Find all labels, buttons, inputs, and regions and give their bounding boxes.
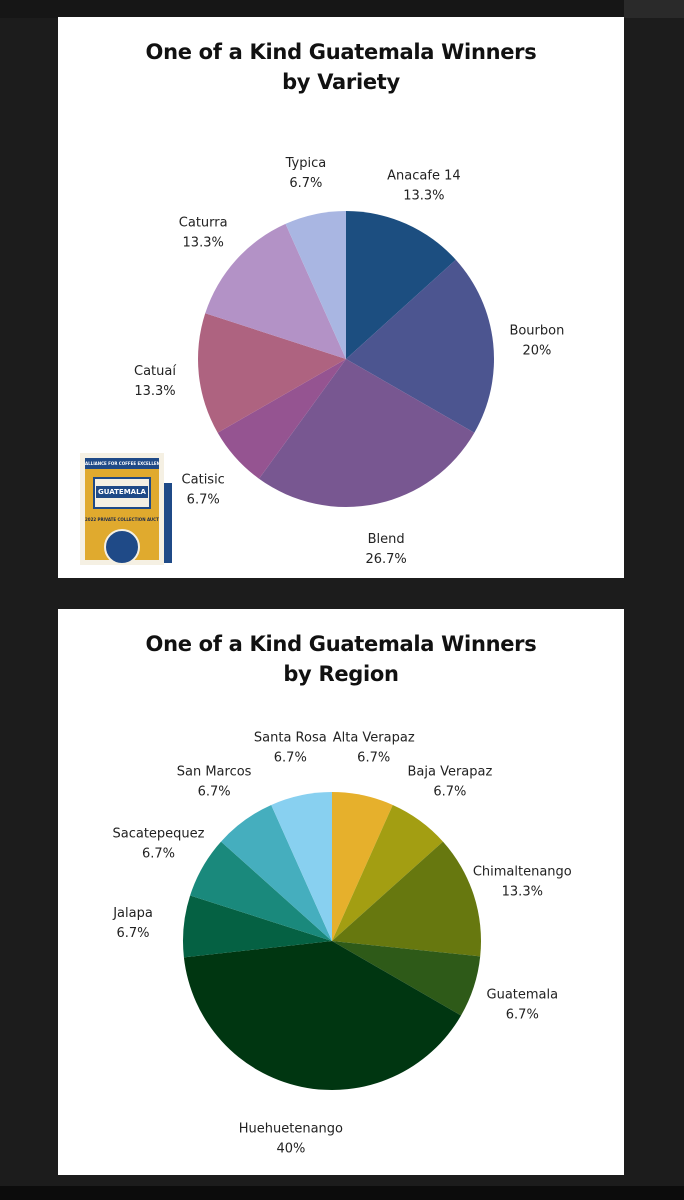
variety-label-bourbon: Bourbon 20% [509, 324, 564, 359]
region-chart-card: One of a Kind Guatemala Winners by Regio… [58, 609, 624, 1175]
variety-slice-typica [285, 211, 346, 359]
region-label-jalapa: Jalapa 6.7% [112, 906, 153, 941]
region-pie-chart: Alta Verapaz 6.7%Baja Verapaz 6.7% Chimalte… [112, 730, 572, 1157]
logo-wordmark: GUATEMALA [96, 486, 148, 498]
variety-label-anacafe-14: Anacafe 14 13.3% [387, 169, 460, 204]
variety-label-caturra: Caturra 13.3% [179, 216, 228, 251]
variety-label-catua-: Catuaí 13.3% [134, 364, 176, 399]
region-slice-guatemala [332, 941, 481, 1016]
region-slice-chimaltenango [332, 841, 481, 957]
top-bar-tab [624, 0, 684, 18]
variety-slice-catua- [197, 313, 346, 433]
region-slice-sacatepequez [190, 841, 332, 941]
region-slice-san-marcos [221, 804, 332, 941]
variety-slice-blend [259, 359, 475, 507]
variety-slice-bourbon [346, 259, 495, 433]
variety-label-typica: Typica 6.7% [285, 156, 327, 191]
region-title-line-1: One of a Kind Guatemala Winners [145, 632, 537, 656]
region-slice-alta-verapaz [332, 792, 393, 941]
variety-label-blend: Blend 26.7% [365, 532, 406, 567]
logo-seal [104, 529, 140, 565]
bottom-bar [0, 1186, 684, 1200]
region-label-sacatepequez: Sacatepequez 6.7% [113, 827, 205, 862]
variety-title-line-2: by Variety [282, 70, 400, 94]
variety-slice-anacafe-14 [346, 210, 456, 359]
variety-slice-catisic [217, 359, 346, 479]
region-label-huehuetenango: Huehuetenango 40% [239, 1122, 343, 1157]
region-label-chimaltenango: Chimaltenango 13.3% [473, 864, 572, 899]
region-slice-jalapa [183, 895, 332, 958]
logo-subtext: 2022 PRIVATE COLLECTION AUCTION [85, 517, 159, 522]
region-label-baja-verapaz: Baja Verapaz 6.7% [407, 764, 492, 799]
variety-chart-title: One of a Kind Guatemala Winners by Varie… [58, 37, 624, 97]
top-bar [0, 0, 684, 18]
region-slice-baja-verapaz [332, 804, 443, 941]
region-chart-title: One of a Kind Guatemala Winners by Regio… [58, 629, 624, 689]
region-label-guatemala: Guatemala 6.7% [487, 988, 559, 1023]
logo-side-band [162, 483, 172, 563]
region-slice-huehuetenango [183, 941, 462, 1090]
variety-slice-caturra [205, 223, 346, 359]
region-slice-santa-rosa [271, 792, 332, 941]
pca-guatemala-logo: ALLIANCE FOR COFFEE EXCELLENCE GUATEMALA… [80, 453, 172, 565]
variety-chart-card: One of a Kind Guatemala Winners by Varie… [58, 17, 624, 578]
variety-label-catisic: Catisic 6.7% [182, 472, 225, 507]
region-label-santa-rosa: Santa Rosa 6.7% [254, 730, 327, 765]
region-label-san-marcos: San Marcos 6.7% [177, 764, 252, 799]
variety-title-line-1: One of a Kind Guatemala Winners [145, 40, 537, 64]
region-title-line-2: by Region [283, 662, 399, 686]
variety-pie-chart: Anacafe 14 13.3% Bourbon 20% Blend 26.7% Catis… [134, 156, 564, 567]
logo-strip: ALLIANCE FOR COFFEE EXCELLENCE [85, 458, 159, 469]
region-label-alta-verapaz: Alta Verapaz 6.7% [333, 730, 415, 765]
